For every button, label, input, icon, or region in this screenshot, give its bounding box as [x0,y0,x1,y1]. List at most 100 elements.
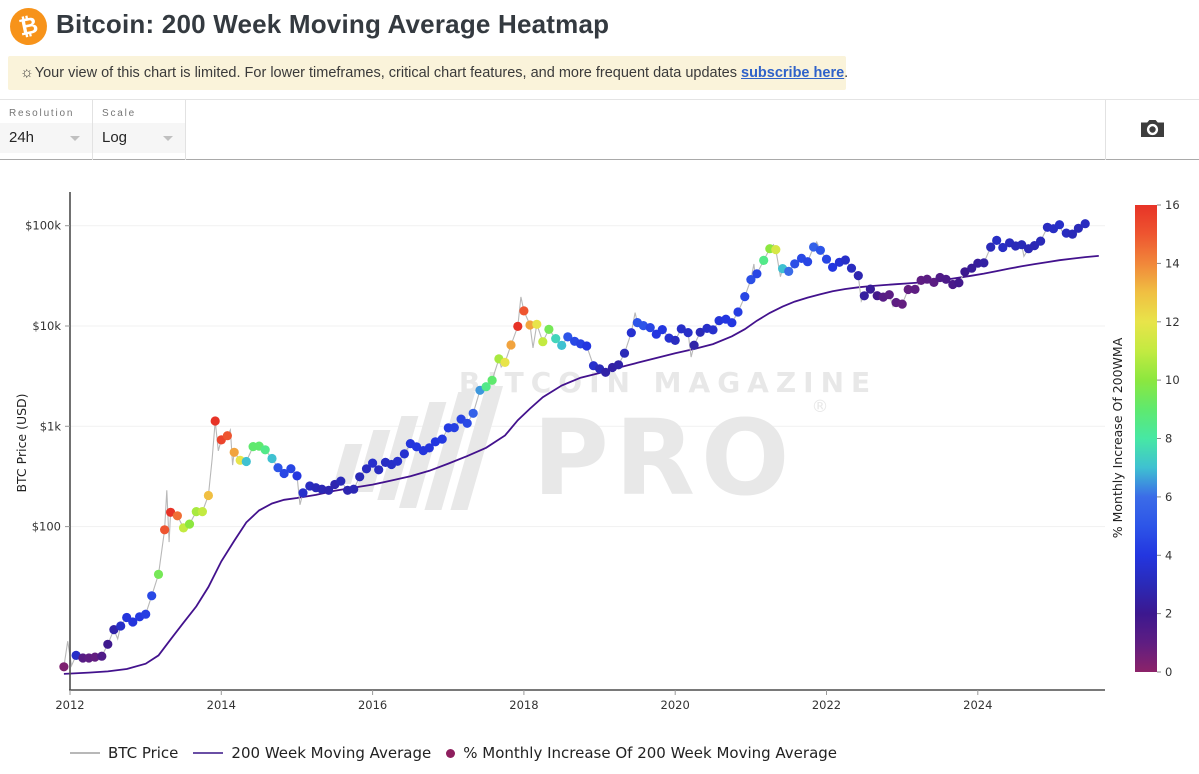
heatmap-point [992,235,1002,245]
heatmap-point [172,511,182,521]
heatmap-point [683,328,693,338]
heatmap-point [210,416,220,426]
heatmap-point [393,456,403,466]
legend-item-btc-price[interactable]: BTC Price [70,744,178,762]
heatmap-point [292,471,302,481]
sun-icon: ☼ [20,64,34,81]
x-axis-tick-label: 2022 [812,698,841,712]
heatmap-point [645,323,655,333]
colorbar-tick-label: 8 [1165,432,1172,446]
heatmap-point [670,335,680,345]
x-axis-tick-label: 2024 [963,698,992,712]
heatmap-point [437,434,447,444]
heatmap-point [853,271,863,281]
heatmap-point [286,464,296,474]
legend-item-200wma[interactable]: 200 Week Moving Average [193,744,431,762]
heatmap-point [147,591,157,601]
heatmap-point [449,423,459,433]
heatmap-point [260,445,270,455]
scale-dropdown-cell: Scale Log [93,100,186,160]
legend-item-monthly-increase[interactable]: % Monthly Increase Of 200 Week Moving Av… [446,744,837,762]
heatmap-point [746,275,756,285]
scale-select[interactable]: Log [93,123,185,153]
heatmap-point [708,325,718,335]
heatmap-point [563,332,573,342]
resolution-select[interactable]: 24h [0,123,92,153]
subscribe-link[interactable]: subscribe here [741,65,845,81]
heatmap-point [551,334,561,344]
heatmap-point [481,382,491,392]
heatmap-point [601,367,611,377]
heatmap-point [90,652,100,662]
heatmap-point [273,463,283,473]
heatmap-point [582,341,592,351]
y-axis-title: BTC Price (USD) [14,393,29,492]
heatmap-point [462,418,472,428]
resolution-label: Resolution [9,108,75,119]
heatmap-point [1073,223,1083,233]
heatmap-point [109,625,119,635]
heatmap-point [803,257,813,267]
line-swatch [193,752,224,754]
heatmap-point [929,277,939,287]
page-title: Bitcoin: 200 Week Moving Average Heatmap [56,9,610,39]
heatmap-point [910,284,920,294]
heatmap-point [229,447,239,457]
heatmap-point [1036,236,1046,246]
y-axis-tick-label: $100k [25,219,61,233]
heatmap-point [513,321,523,331]
heatmap-point [613,360,624,370]
chevron-down-icon [70,136,80,141]
heatmap-point [954,278,964,288]
wma-line [63,255,1099,675]
heatmap-point [97,651,107,661]
heatmap-point [740,292,750,302]
heatmap-point [349,484,359,494]
heatmap-point [128,617,138,627]
heatmap-point [619,348,630,358]
heatmap-point [557,340,567,350]
heatmap-point [695,327,705,337]
colorbar [1135,205,1157,672]
watermark-line2: PRO [533,397,796,519]
heatmap-point [197,507,207,517]
heatmap-point [733,307,743,317]
heatmap-point [809,242,819,252]
colorbar-tick-label: 2 [1165,607,1172,621]
heatmap-point [821,254,832,264]
heatmap-point [544,324,554,334]
dot-swatch [446,748,456,758]
x-axis-tick-label: 2016 [358,698,387,712]
heatmap-point [865,284,876,294]
heatmap-point [840,255,851,265]
legend-label: 200 Week Moving Average [231,744,432,762]
heatmap-point [141,609,151,619]
heatmap-point [979,258,989,268]
heatmap-point [771,245,781,255]
heatmap-point [203,490,213,501]
heatmap-point [752,269,762,279]
colorbar-tick-label: 12 [1165,315,1180,329]
colorbar-tick-label: 4 [1165,548,1172,562]
notice-text: Your view of this chart is limited. For … [34,65,741,81]
heatmap-point [1067,229,1077,239]
watermark-line1: BITCOIN MAGAZINE [459,366,877,399]
line-swatch [70,752,100,754]
heatmap-point [222,431,232,441]
colorbar-title: % Monthly Increase Of 200WMA [1110,337,1125,538]
x-axis-tick-label: 2020 [661,698,690,712]
heatmap-point [468,408,478,418]
heatmap-point [784,266,794,276]
heatmap-point [967,263,977,273]
x-axis-tick-label: 2018 [509,698,538,712]
heatmap-point [759,255,769,265]
legend-label: BTC Price [108,744,179,762]
heatmap-point [368,458,378,468]
header: ₿ Bitcoin: 200 Week Moving Average Heatm… [0,0,1199,56]
camera-button[interactable] [1136,114,1169,146]
heatmap-point [828,262,838,272]
toolbar: Resolution 24h Scale Log [0,99,1199,160]
heatmap-point [1080,219,1090,229]
